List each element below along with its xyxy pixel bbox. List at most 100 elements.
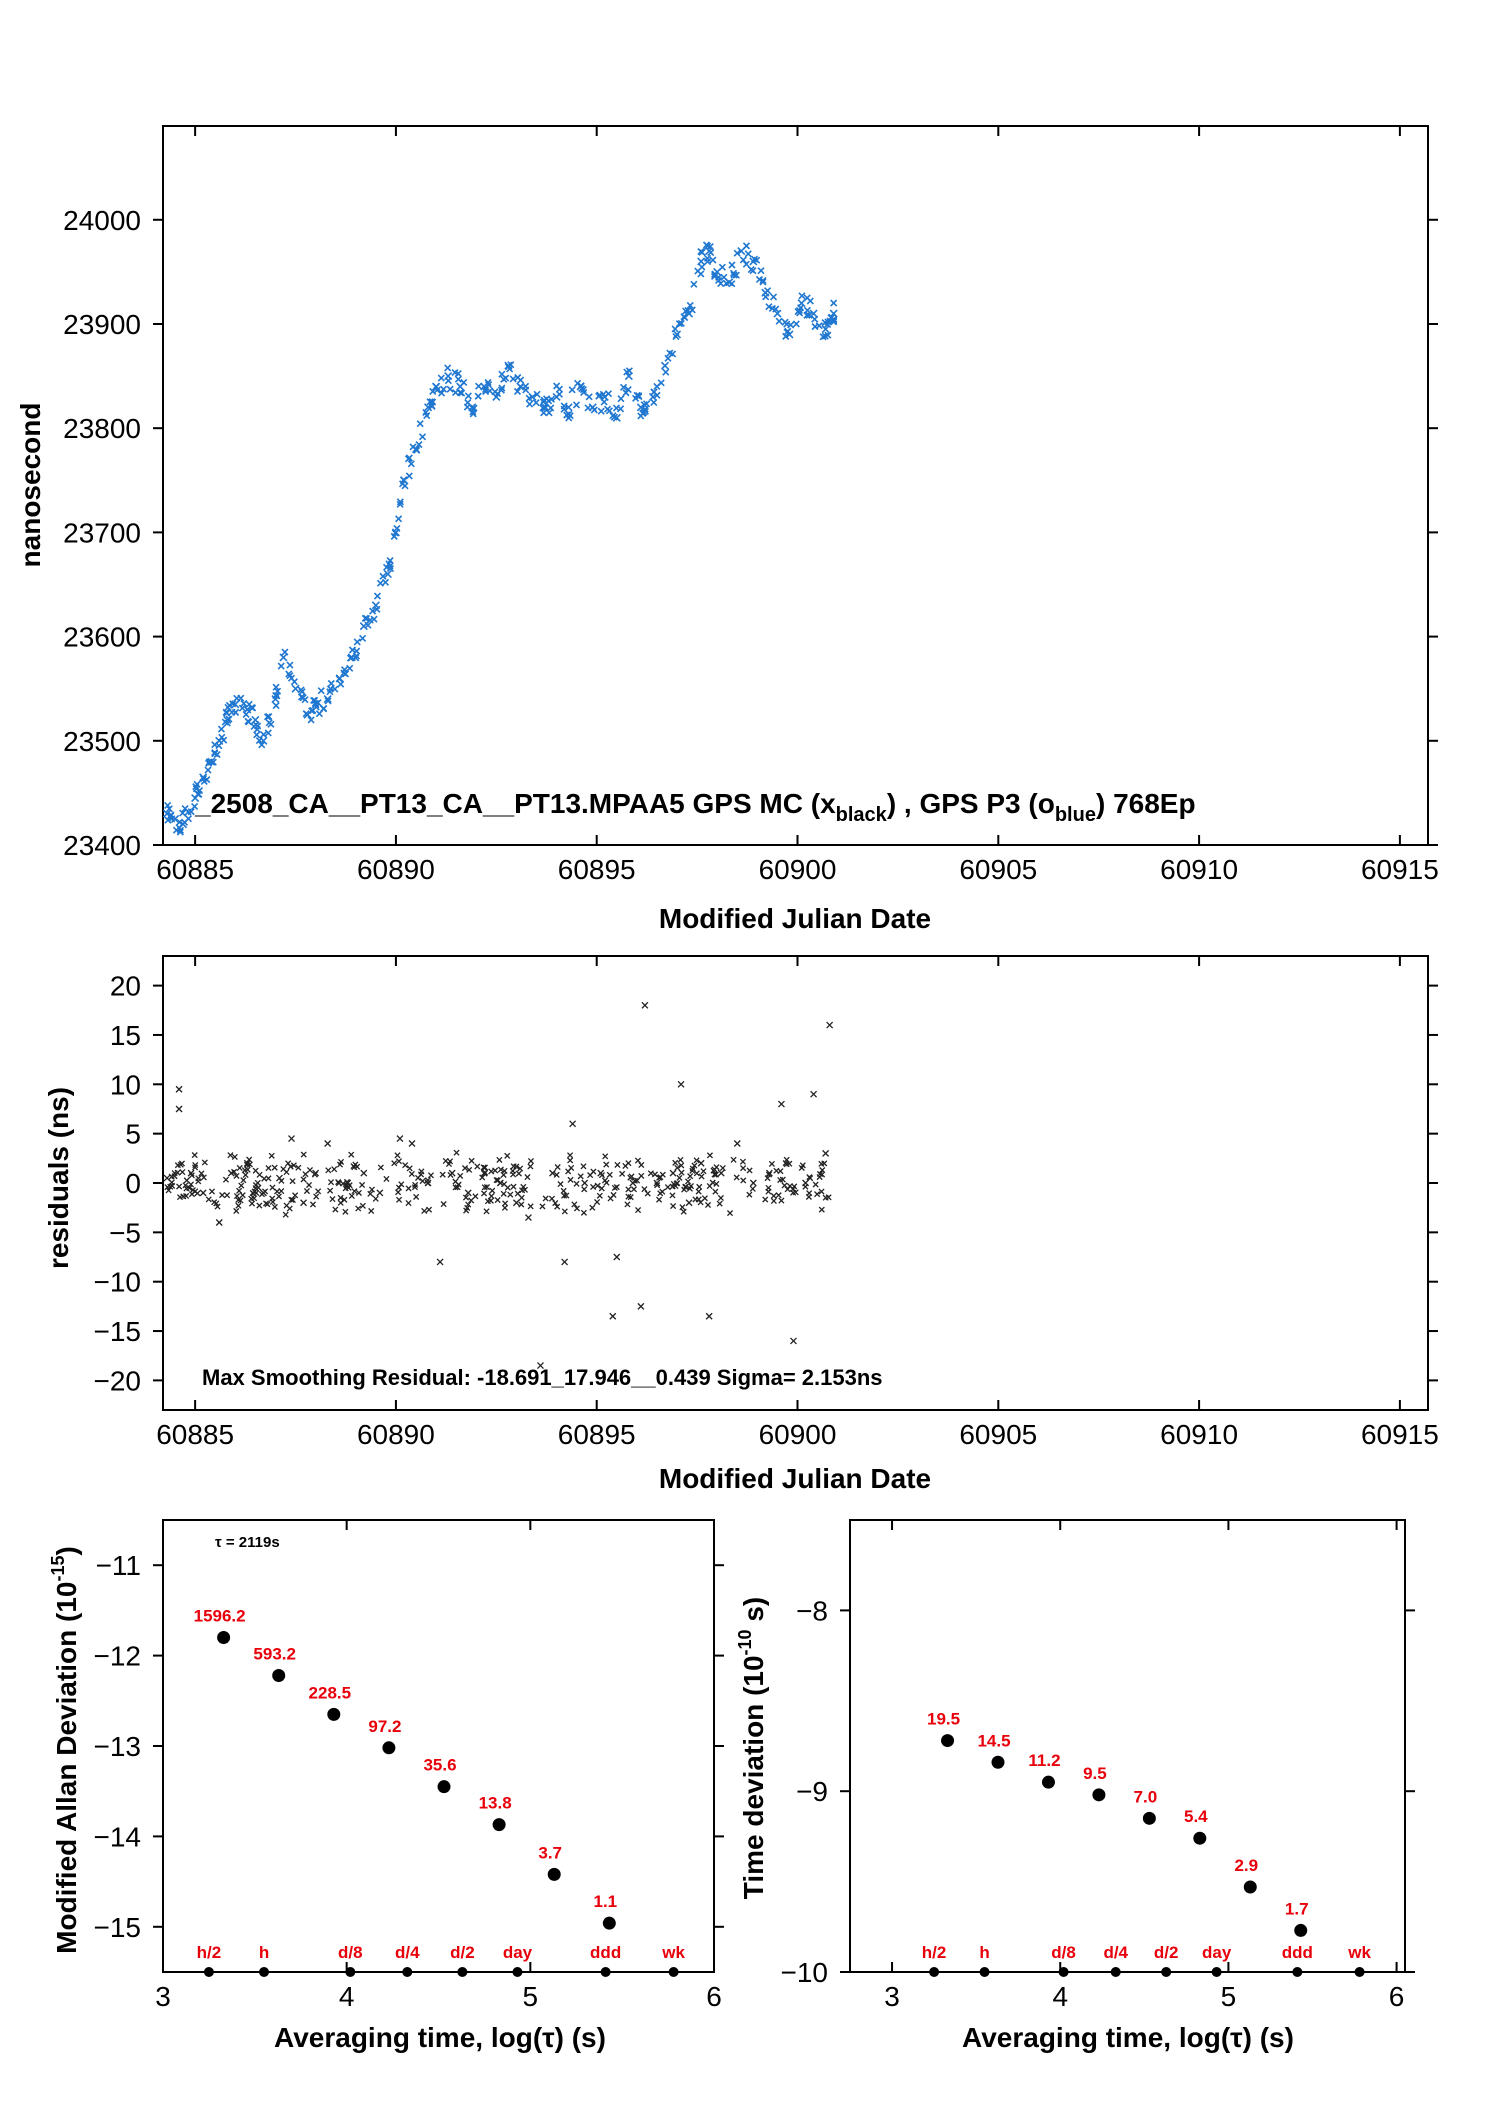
top-point-cloud [498,384,506,392]
residual-point [199,1189,207,1197]
mdev-panel: 3 4 5 6 −15 −14 −13 −12 −11 1596.2 593.2 228.5 97.2… [48,1519,724,2053]
x-tick-label: 60915 [1361,854,1439,885]
top-point-cloud [379,572,387,580]
residual-point-cloud [786,1160,793,1167]
top-point-cloud [622,389,630,397]
tdev-marker [1161,1967,1172,1977]
residual-point-cloud [344,1178,351,1185]
residual-point-cloud [282,1211,289,1218]
top-point-cloud [248,703,256,712]
residual-point-cloud [619,1170,626,1177]
residual-point-cloud [577,1173,584,1180]
residual-point-cloud [678,1162,685,1169]
top-point-cloud [232,708,240,716]
top-point-cloud [509,375,517,383]
residual-point-cloud [494,1177,501,1184]
residual-point-cloud [355,1205,362,1212]
residual-point-cloud [740,1177,747,1184]
tdev-point-label: 2.9 [1234,1856,1258,1875]
residual-point-cloud [331,1166,338,1173]
top-point-cloud [742,260,750,268]
top-point-cloud [707,248,715,257]
residual-point-cloud [198,1170,205,1177]
residual-point-cloud [814,1191,821,1198]
residual-point-cloud [614,1161,621,1168]
mdev-point [272,1668,286,1682]
residual-point [561,1258,569,1266]
residual-point-cloud [527,1163,534,1170]
top-point-cloud [811,315,819,323]
residual-point-cloud [730,1156,737,1163]
top-point-cloud [824,331,832,339]
top-point-cloud [744,250,752,258]
residual-point-cloud [280,1166,287,1173]
residual-point-cloud [418,1168,425,1175]
top-point-cloud [346,664,354,672]
residual-point-cloud [233,1172,240,1179]
tdev-marker-label: wk [1347,1943,1371,1962]
top-point-cloud [396,500,404,508]
residual-point-cloud [581,1186,588,1193]
mdev-point [382,1741,396,1755]
residual-point-cloud [489,1187,496,1194]
top-point [170,814,180,824]
residuals-info: Max Smoothing Residual: -18.691_17.946__… [202,1365,883,1390]
top-point-cloud [617,405,625,413]
top-point-cloud [545,397,553,405]
y-tick-label: 23600 [63,622,141,653]
top-point-cloud [352,652,361,660]
residual-point [677,1080,685,1088]
x-tick-label: 4 [1052,1981,1068,2012]
residual-point-cloud [580,1163,587,1170]
tdev-point [1092,1788,1106,1802]
residual-point-cloud [442,1157,449,1165]
y-tick-label: 10 [110,1069,141,1100]
residual-point-cloud [733,1174,740,1181]
residual-point-cloud [770,1197,777,1205]
top-point-cloud [733,249,741,257]
residual-point [549,1169,556,1177]
residual-point-cloud [571,1201,578,1208]
residual-point-cloud [781,1182,788,1189]
residual-point-cloud [691,1162,698,1169]
residual-point-cloud [348,1192,355,1200]
residual-point-cloud [457,1172,464,1179]
residual-point-cloud [201,1159,208,1166]
residual-point-cloud [611,1184,618,1191]
top-point-cloud [753,256,761,264]
top-point-cloud [272,701,280,710]
residual-point-cloud [602,1153,609,1160]
top-ticks: 60885 60890 60895 60900 60905 60910 60915 23400… [63,126,1439,885]
residual-point-cloud [224,1192,231,1199]
top-point [785,330,794,339]
top-point-cloud [698,263,706,271]
residuals-ylabel: residuals (ns) [43,1087,74,1269]
top-point-cloud [458,389,466,397]
tdev-marker [1354,1967,1365,1977]
x-tick-label: 3 [884,1981,900,2012]
residual-point-cloud [802,1183,809,1190]
top-point-cloud [759,276,767,285]
residual-point-cloud [303,1187,310,1195]
top-point-cloud [209,758,217,766]
residual-point-cloud [269,1195,276,1202]
mdev-ylabel-main: Modified Allan Deviation (10 [51,1582,82,1954]
residual-point-cloud [739,1158,746,1165]
residual-point-cloud [670,1202,677,1210]
residuals-points [163,1001,834,1370]
top-point-cloud [706,243,714,251]
top-point-cloud [474,392,482,400]
y-tick-label: 23500 [63,726,141,757]
top-point [809,309,818,318]
residual-point-cloud [764,1175,771,1182]
top-point-cloud [233,694,241,702]
residual-point-cloud [504,1152,511,1159]
residual-point-cloud [561,1208,568,1215]
top-points [162,241,838,836]
tdev-point-label: 19.5 [927,1710,960,1729]
top-point-cloud [225,715,233,723]
top-point-cloud [739,256,747,264]
top-point-cloud [823,320,832,329]
top-info-mid: ) , GPS P3 (o [887,788,1055,819]
mdev-point [547,1867,561,1881]
